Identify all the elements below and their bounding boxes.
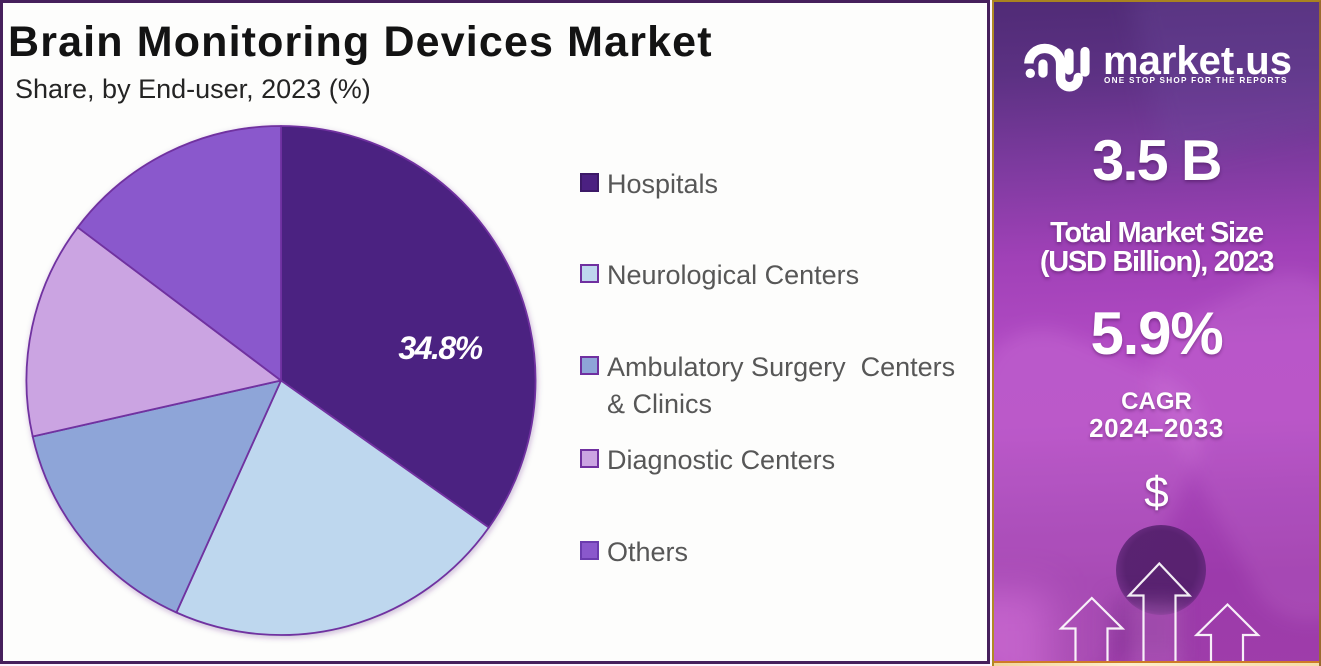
svg-text:market.us: market.us [1103,39,1292,83]
svg-text:ONE STOP SHOP FOR THE REPORTS: ONE STOP SHOP FOR THE REPORTS [1104,76,1288,85]
svg-text:34.8%: 34.8% [398,330,482,366]
